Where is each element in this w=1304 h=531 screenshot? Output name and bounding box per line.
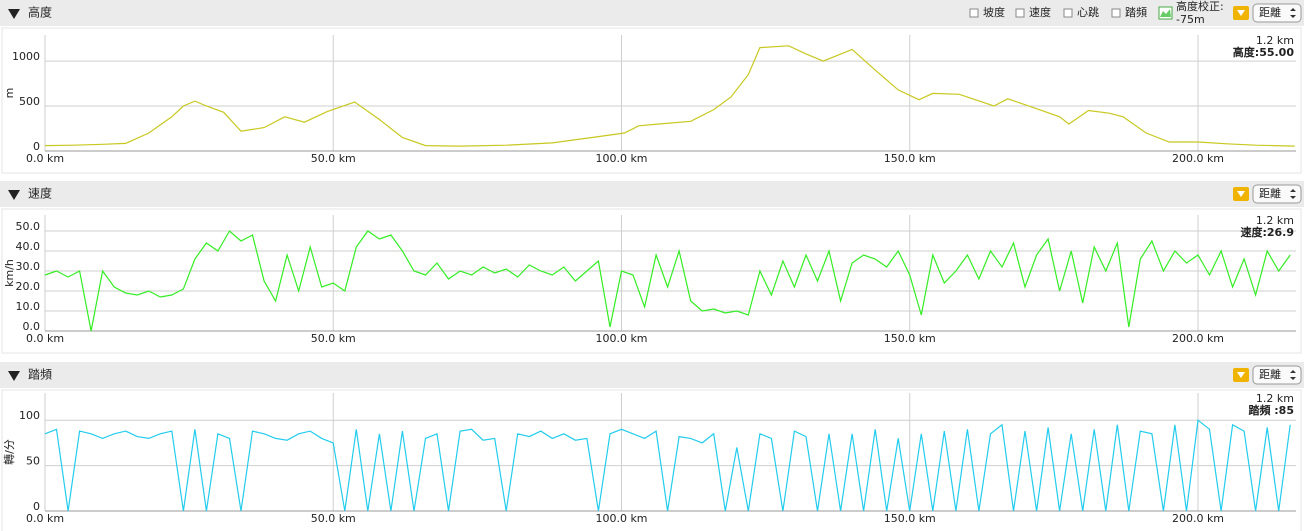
x-tick-label: 50.0 km: [311, 152, 356, 165]
chart-panel: 高度 距離 0 500 1000 0.0 km 50.0 km 100.0 km 150.0 k…: [0, 0, 1304, 174]
chart-panel: 踏頻 距離 0 50 100 0.0 km 50.0 km 100.0 km 150.0 km 2…: [0, 362, 1304, 531]
cursor-reading: 速度:26.9: [1240, 225, 1294, 239]
select-arrows: [1290, 189, 1296, 199]
toggle-checkbox[interactable]: [1111, 8, 1121, 18]
toggle-checkbox[interactable]: [1015, 8, 1025, 18]
offset-label: 高度校正:: [1176, 0, 1224, 13]
select-arrows: [1290, 370, 1296, 380]
toggle-label: 坡度: [983, 5, 1005, 19]
y-tick-label: 0: [33, 500, 40, 513]
x-mode-select[interactable]: [1252, 184, 1302, 204]
data-line: [44, 45, 1295, 147]
y-axis-label: m: [3, 88, 16, 99]
panel-title: 速度: [28, 186, 52, 201]
x-tick-label: 150.0 km: [884, 512, 936, 525]
export-arrow: [1237, 372, 1245, 378]
x-tick-label: 200.0 km: [1172, 332, 1224, 345]
cursor-position: 1.2 km: [1256, 34, 1294, 47]
data-line: [44, 230, 1291, 332]
x-tick-label: 0.0 km: [26, 152, 64, 165]
x-tick-label: 0.0 km: [26, 512, 64, 525]
panel-title: 高度: [28, 5, 52, 20]
x-mode-text: 距離: [1259, 5, 1281, 19]
y-tick-label: 50: [26, 455, 40, 468]
collapse-arrow[interactable]: [8, 190, 20, 200]
plot-frame: [1, 208, 1302, 354]
y-tick-label: 20.0: [16, 280, 41, 293]
altitude-controls: 高度校正: -75m 坡度 速度 心跳 踏頻: [969, 0, 1224, 26]
toggle-label: 踏頻: [1125, 5, 1147, 19]
data-line: [44, 419, 1291, 512]
x-tick-label: 100.0 km: [595, 152, 647, 165]
y-tick-label: 500: [19, 95, 40, 108]
x-mode-select[interactable]: [1252, 365, 1302, 385]
toggle-checkbox[interactable]: [1063, 8, 1073, 18]
export-arrow: [1237, 191, 1245, 197]
y-tick-label: 50.0: [16, 220, 41, 233]
cursor-position: 1.2 km: [1256, 392, 1294, 405]
toggle-label: 心跳: [1077, 5, 1099, 19]
y-axis-label: km/h: [3, 259, 16, 287]
y-tick-label: 40.0: [16, 240, 41, 253]
cursor-position: 1.2 km: [1256, 214, 1294, 227]
x-mode-select[interactable]: [1252, 3, 1302, 23]
y-tick-label: 30.0: [16, 260, 41, 273]
altitude-icon[interactable]: [1158, 6, 1173, 20]
panel-title: 踏頻: [28, 368, 52, 382]
y-tick-label: 0.0: [23, 320, 41, 333]
collapse-arrow[interactable]: [8, 9, 20, 19]
y-tick-label: 10.0: [16, 300, 41, 313]
y-tick-label: 0: [33, 140, 40, 153]
collapse-arrow[interactable]: [8, 371, 20, 381]
y-tick-label: 1000: [12, 50, 40, 63]
toggle-label: 速度: [1029, 5, 1051, 19]
x-tick-label: 200.0 km: [1172, 512, 1224, 525]
plot-frame: [1, 27, 1302, 174]
x-tick-label: 150.0 km: [884, 332, 936, 345]
cursor-reading: 踏頻 :85: [1248, 403, 1294, 417]
x-mode-text: 距離: [1259, 186, 1281, 200]
x-tick-label: 100.0 km: [595, 512, 647, 525]
toggle-checkbox[interactable]: [969, 8, 979, 18]
x-tick-label: 0.0 km: [26, 332, 64, 345]
panel-header: [0, 0, 1304, 26]
x-tick-label: 150.0 km: [884, 152, 936, 165]
y-axis-label: 轉/分: [3, 439, 16, 465]
select-arrows: [1290, 8, 1296, 18]
plot-frame: [1, 389, 1302, 531]
cursor-reading: 高度:55.00: [1233, 45, 1295, 59]
icon-shape: [1160, 9, 1171, 17]
y-tick-label: 100: [19, 409, 40, 422]
x-tick-label: 200.0 km: [1172, 152, 1224, 165]
x-tick-label: 50.0 km: [311, 512, 356, 525]
panel-header: [0, 181, 1304, 207]
offset-value: -75m: [1176, 13, 1205, 26]
x-mode-text: 距離: [1259, 367, 1281, 381]
x-tick-label: 100.0 km: [595, 332, 647, 345]
export-arrow: [1237, 10, 1245, 16]
chart-panel: 速度 距離 0.0 10.0 20.0 30.0 40.0 50.0 0.0 km 50.0 km…: [0, 181, 1304, 354]
panel-header: [0, 362, 1304, 388]
x-tick-label: 50.0 km: [311, 332, 356, 345]
